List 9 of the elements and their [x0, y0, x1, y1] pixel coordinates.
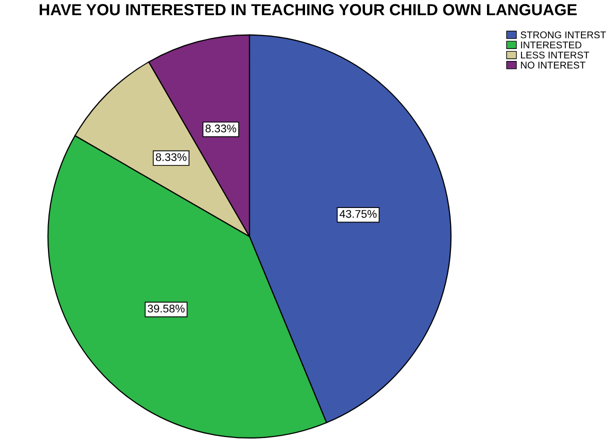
legend-label: LESS INTERST [521, 52, 590, 58]
data-label: 43.75% [340, 210, 377, 218]
legend-label: STRONG INTERST [520, 31, 606, 38]
data-label: 39.58% [148, 304, 185, 312]
chart-title: HAVE YOU INTERESTED IN TEACHING YOUR CHILD OWN LANGUAGE [40, 4, 577, 16]
legend-label: NO INTEREST [521, 62, 586, 69]
data-label: 8.33% [206, 124, 236, 132]
data-label: 8.33% [156, 153, 186, 162]
legend-label: INTERESTED [521, 42, 582, 48]
